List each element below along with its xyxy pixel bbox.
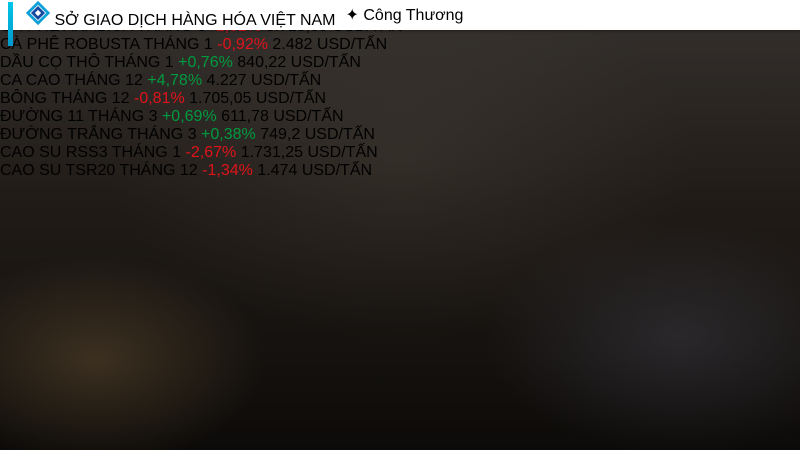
contract-month: THÁNG 12 xyxy=(119,162,198,179)
unit-cell: USD/TẤN xyxy=(307,144,378,161)
mxv-text-line3: VIỆT NAM xyxy=(260,11,336,29)
change-cell: +4,78% xyxy=(147,72,203,89)
change-cell: -2,67% xyxy=(185,144,237,161)
unit-cell: USD/TẤN xyxy=(273,108,344,125)
commodity-name: ĐƯỜNG 11 xyxy=(0,108,84,125)
contract-month: THÁNG 3 xyxy=(127,126,197,143)
mxv-logo-text: SỞ GIAO DỊCH HÀNG HÓA VIỆT NAM xyxy=(54,12,335,29)
commodity-name: CAO SU RSS3 xyxy=(0,144,108,161)
price-table: CÀ PHÊ ARABICA THÁNG 3 -1,52% 3.715,89 U… xyxy=(0,18,800,180)
mxv-text-line1: SỞ GIAO DỊCH xyxy=(54,11,167,29)
price-cell: 2.482 xyxy=(272,36,313,53)
top-logo-bar: SỞ GIAO DỊCH HÀNG HÓA VIỆT NAM ✦ Công Th… xyxy=(0,0,800,30)
cong-thuong-logo: ✦ Công Thương xyxy=(346,5,464,25)
mxv-text-line2: HÀNG HÓA xyxy=(171,11,256,29)
price-cell: 840,22 xyxy=(237,54,287,71)
price-cell: 1.474 xyxy=(257,162,298,179)
commodity-name: ĐƯỜNG TRẮNG xyxy=(0,126,124,143)
contract-month: THÁNG 3 xyxy=(88,108,158,125)
commodity-name: BÔNG xyxy=(0,90,48,107)
table-row: BÔNG THÁNG 12 -0,81% 1.705,05 USD/TẤN xyxy=(0,90,800,108)
unit-cell: USD/TẤN xyxy=(290,54,361,71)
price-cell: 4.227 xyxy=(206,72,247,89)
table-row: ĐƯỜNG TRẮNG THÁNG 3 +0,38% 749,2 USD/TẤN xyxy=(0,126,800,144)
table-row: CAO SU TSR20 THÁNG 12 -1,34% 1.474 USD/T… xyxy=(0,162,800,180)
commodity-name: CA CAO xyxy=(0,72,61,89)
change-cell: -0,92% xyxy=(217,36,268,53)
change-cell: +0,69% xyxy=(161,108,217,125)
mxv-logo: SỞ GIAO DỊCH HÀNG HÓA VIỆT NAM xyxy=(25,0,336,30)
price-cell: 1.731,25 xyxy=(240,144,303,161)
table-row: CAO SU RSS3 THÁNG 1 -2,67% 1.731,25 USD/… xyxy=(0,144,800,162)
mxv-diamond-icon xyxy=(25,0,54,29)
unit-cell: USD/TẤN xyxy=(251,72,322,89)
contract-month: THÁNG 1 xyxy=(111,144,182,161)
unit-cell: USD/TẤN xyxy=(255,90,327,107)
commodity-name: CAO SU TSR20 xyxy=(0,162,116,179)
change-cell: -0,81% xyxy=(133,90,185,107)
accent-bar-cyan xyxy=(8,2,13,46)
commodity-name: CÀ PHÊ ROBUSTA xyxy=(0,36,140,53)
price-cell: 611,78 xyxy=(221,108,269,125)
cong-thuong-emblem-icon: ✦ xyxy=(345,7,359,24)
table-row: ĐƯỜNG 11 THÁNG 3 +0,69% 611,78 USD/TẤN xyxy=(0,108,800,126)
change-cell: +0,38% xyxy=(201,126,256,143)
cong-thuong-wordmark: Công Thương xyxy=(363,7,464,24)
table-row: CÀ PHÊ ROBUSTA THÁNG 1 -0,92% 2.482 USD/… xyxy=(0,36,800,54)
unit-cell: USD/TẤN xyxy=(304,126,375,143)
price-cell: 749,2 xyxy=(260,126,301,143)
price-cell: 1.705,05 xyxy=(189,90,252,107)
change-cell: -1,34% xyxy=(202,162,253,179)
table-row: DẦU CỌ THÔ THÁNG 1 +0,76% 840,22 USD/TẤN xyxy=(0,54,800,72)
table-row: CA CAO THÁNG 12 +4,78% 4.227 USD/TẤN xyxy=(0,72,800,90)
commodity-name: DẦU CỌ THÔ xyxy=(0,54,101,71)
accent-bar-blue xyxy=(16,2,21,46)
change-cell: +0,76% xyxy=(178,54,233,71)
contract-month: THÁNG 12 xyxy=(51,90,130,107)
unit-cell: USD/TẤN xyxy=(301,162,373,179)
contract-month: THÁNG 1 xyxy=(104,54,174,71)
contract-month: THÁNG 12 xyxy=(64,72,143,89)
header-accent-bars xyxy=(8,2,21,46)
contract-month: THÁNG 1 xyxy=(143,36,213,53)
unit-cell: USD/TẤN xyxy=(316,36,388,53)
